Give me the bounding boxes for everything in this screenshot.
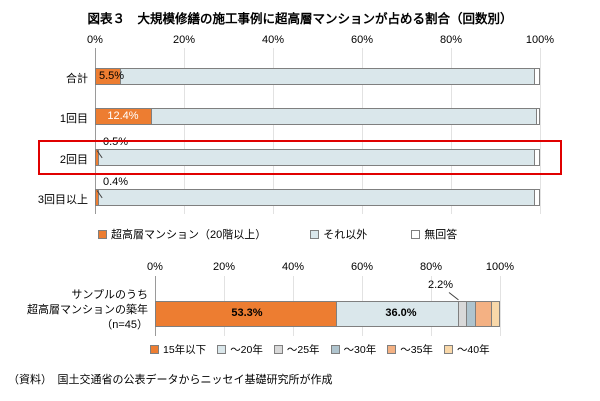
category-label-second: 2回目: [59, 154, 88, 166]
legend-swatch: [443, 345, 453, 354]
sample-axis-label-line2: 超高層マンションの築年: [27, 304, 148, 316]
legend-item: ～20年: [217, 342, 263, 357]
legend-label: 無回答: [424, 229, 458, 241]
bar-segment: [150, 108, 537, 125]
axis-tick-label: 0%: [147, 261, 163, 273]
legend-item: ～30年: [330, 342, 377, 357]
legend-item: ～25年: [273, 342, 320, 357]
category-label-first: 1回目: [59, 113, 88, 125]
axis-tick-label: 40%: [281, 261, 305, 273]
bar-segment: [155, 301, 337, 327]
figure-title: 図表３ 大規模修繕の施工事例に超高層マンションが占める割合（回数別）: [87, 12, 513, 26]
legend-label: ～25年: [286, 344, 320, 356]
bar-segment: [97, 189, 535, 206]
source-note: （資料） 国土交通省の公表データからニッセイ基礎研究所が作成: [8, 374, 333, 386]
legend-item: それ以外: [310, 226, 367, 242]
highlight-box-second-row: [38, 140, 562, 175]
legend-item: ～35年: [387, 342, 433, 357]
legend-swatch: [150, 345, 159, 354]
value-label-second: 0.5%: [103, 136, 129, 148]
bar-third-plus: [95, 189, 540, 206]
axis-tick-label: 20%: [212, 261, 236, 273]
legend-swatch: [273, 345, 283, 354]
legend-swatch: [98, 229, 107, 239]
axis-tick-label: 80%: [439, 34, 463, 46]
gridline: [540, 48, 541, 214]
legend-item: 15年以下: [150, 342, 206, 357]
axis-tick-label: 100%: [485, 261, 515, 273]
bar-segment: [535, 108, 540, 125]
bar-second: [95, 149, 540, 166]
legend-swatch: [411, 229, 421, 239]
bar-segment: [490, 301, 500, 327]
axis-tick-label: 20%: [172, 34, 196, 46]
gridline: [273, 48, 274, 214]
legend-swatch: [330, 345, 340, 354]
value-label-first: 12.4%: [107, 110, 139, 122]
sample-axis-label-line1: サンプルのうち: [71, 289, 148, 301]
bottom-chart-x-axis: 0% 20% 40% 60% 80% 100%: [147, 261, 514, 274]
legend-swatch: [217, 345, 227, 354]
gridline: [500, 276, 501, 336]
gridline: [362, 48, 363, 214]
legend-swatch: [310, 229, 320, 239]
bar-segment: [335, 301, 459, 327]
legend-swatch: [387, 345, 397, 354]
top-chart-legend: 超高層マンション（20階以上） それ以外 無回答: [98, 226, 457, 242]
value-label-sample-20: 36.0%: [385, 307, 417, 319]
bar-segment: [533, 189, 540, 206]
axis-tick-label: 60%: [350, 34, 374, 46]
gridline: [95, 48, 96, 214]
legend-label: ～30年: [343, 344, 377, 356]
category-label-third-plus: 3回目以上: [37, 194, 88, 206]
axis-tick-label: 40%: [261, 34, 285, 46]
legend-label: 超高層マンション（20階以上）: [111, 229, 267, 241]
category-label-total: 合計: [66, 73, 88, 85]
legend-label: ～35年: [400, 344, 433, 356]
sample-axis-label-line3: （n=45）: [101, 319, 148, 331]
bar-segment: [533, 149, 540, 166]
bar-first: [95, 108, 540, 125]
axis-tick-label: 100%: [525, 34, 555, 46]
axis-tick-label: 60%: [350, 261, 374, 273]
legend-label: それ以外: [323, 229, 368, 241]
top-chart-x-axis: 0% 20% 40% 60% 80% 100%: [87, 34, 554, 47]
legend-item: 超高層マンション（20階以上）: [98, 226, 266, 242]
top-chart-gridlines: [95, 48, 541, 214]
sample-axis-label: サンプルのうち 超高層マンションの築年 （n=45）: [0, 288, 148, 333]
gridline: [184, 48, 185, 214]
legend-item: ～40年: [443, 342, 490, 357]
value-label-total: 5.5%: [99, 70, 125, 82]
value-label-sample-under15: 53.3%: [231, 307, 263, 319]
bar-segment: [534, 68, 540, 85]
legend-item: 無回答: [411, 226, 457, 242]
bar-segment: [474, 301, 492, 327]
axis-tick-label: 80%: [419, 261, 443, 273]
gridline: [451, 48, 452, 214]
legend-label: 15年以下: [163, 344, 207, 356]
legend-label: ～40年: [456, 344, 490, 356]
legend-label: ～20年: [230, 344, 263, 356]
bottom-chart-legend: 15年以下 ～20年 ～25年 ～30年 ～35年 ～40年: [150, 342, 490, 357]
axis-tick-label: 0%: [87, 34, 103, 46]
value-label-third-plus: 0.4%: [103, 176, 129, 188]
bar-sample-age: [155, 301, 500, 327]
value-label-sample-callout: 2.2%: [428, 279, 454, 291]
bar-total: [95, 68, 540, 85]
bar-segment: [120, 68, 536, 85]
